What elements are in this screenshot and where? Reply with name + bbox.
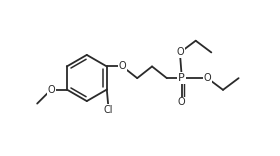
Text: O: O xyxy=(178,97,185,107)
Text: O: O xyxy=(119,61,126,71)
Text: O: O xyxy=(176,47,184,57)
Text: O: O xyxy=(204,73,211,83)
Text: Cl: Cl xyxy=(104,105,113,115)
Text: O: O xyxy=(47,85,55,95)
Text: P: P xyxy=(178,73,185,83)
